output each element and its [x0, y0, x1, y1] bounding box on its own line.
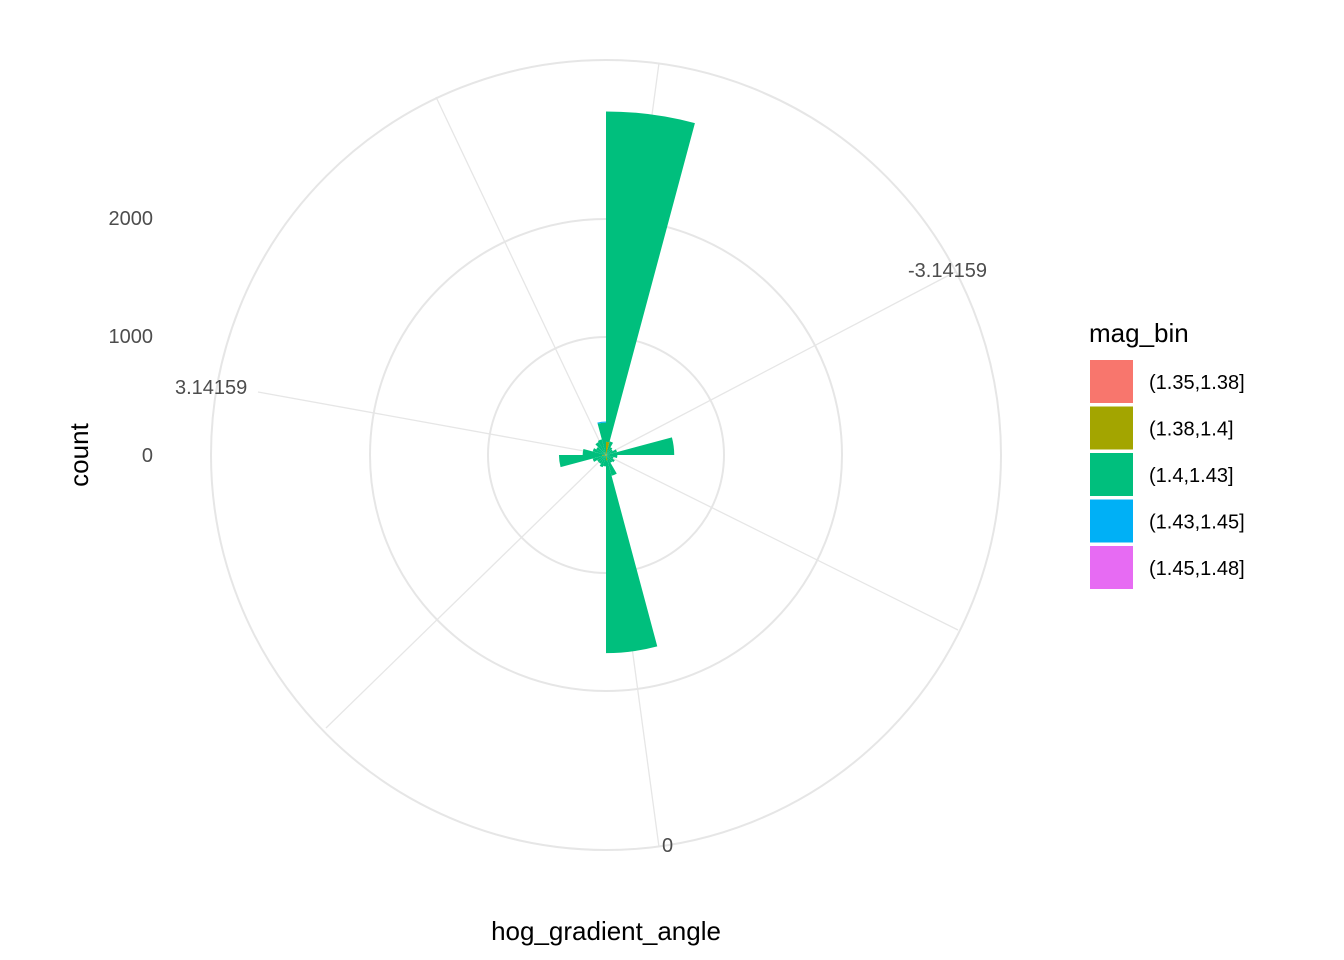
x-axis-title: hog_gradient_angle — [491, 916, 721, 946]
bar-segment-1-2 — [606, 441, 614, 455]
angle-gridline-e — [325, 454, 607, 729]
angle-gridline-g — [257, 391, 607, 456]
bar-segment-16-2 — [592, 455, 606, 462]
bar-segment-4-2 — [606, 449, 617, 455]
legend-label-0: (1.35,1.38] — [1149, 372, 1245, 394]
angle-tick-label-neg-pi: -3.14159 — [908, 260, 987, 282]
radial-tick-label-2000: 2000 — [109, 208, 154, 230]
legend: mag_bin (1.35,1.38](1.38,1.4](1.4,1.43](… — [1089, 318, 1245, 589]
bar-segment-18-2 — [582, 448, 606, 455]
bar-segment-23-2 — [597, 422, 606, 454]
bar-segment-21-1 — [604, 453, 606, 455]
angle-gridline-d — [605, 454, 959, 631]
bar-segment-7-2 — [606, 455, 614, 459]
bar-segment-14-2 — [598, 455, 606, 464]
bar-segment-11-2 — [606, 460, 658, 654]
bar-segment-10-1 — [606, 455, 607, 457]
bar-segment-20-2 — [596, 446, 606, 455]
legend-label-2: (1.4,1.43] — [1149, 465, 1234, 487]
bar-segment-17-1 — [602, 455, 606, 457]
bar-segment-8-2 — [606, 455, 615, 463]
bars — [558, 111, 695, 654]
angle-gridline-c — [605, 271, 956, 456]
radial-tick-label-1000: 1000 — [109, 326, 154, 348]
legend-key-2 — [1090, 453, 1133, 496]
radial-gridline-2 — [210, 59, 1002, 851]
bar-segment-15-2 — [597, 455, 606, 463]
bar-segment-19-2 — [592, 448, 606, 455]
bar-segment-12-2 — [603, 455, 606, 467]
bar-segment-9-2 — [606, 455, 613, 463]
bar-segment-0-1 — [606, 441, 610, 455]
legend-label-4: (1.45,1.48] — [1149, 558, 1245, 580]
bar-segment-3-2 — [606, 449, 613, 455]
radial-tick-label-0: 0 — [142, 445, 153, 467]
bar-segment-11-1 — [606, 455, 608, 461]
bar-segment-5-2 — [607, 437, 675, 455]
bar-segment-2-2 — [606, 447, 613, 455]
legend-label-3: (1.43,1.45] — [1149, 512, 1245, 534]
bar-segment-10-2 — [606, 456, 617, 476]
legend-label-1: (1.38,1.4] — [1149, 419, 1234, 441]
bar-segment-21-2 — [595, 442, 606, 454]
bar-segment-23-3 — [597, 421, 606, 424]
legend-key-3 — [1090, 499, 1133, 543]
angle-tick-label-zero: 0 — [662, 835, 673, 857]
bar-segment-6-2 — [606, 455, 618, 458]
angle-gridline-b — [435, 96, 607, 456]
legend-entries: (1.35,1.38] (1.38,1.4] (1.4,1.43] (1.43,1.4… — [1090, 360, 1245, 589]
bar-segment-17-2 — [558, 455, 603, 468]
bar-segment-22-2 — [597, 439, 606, 453]
bar-segment-0-2 — [606, 111, 695, 443]
legend-key-4 — [1090, 546, 1133, 589]
legend-key-1 — [1090, 406, 1133, 450]
y-axis-title: count — [64, 422, 94, 486]
bar-segment-13-2 — [599, 455, 606, 468]
legend-key-0 — [1090, 360, 1133, 403]
bar-segment-22-1 — [604, 452, 606, 455]
angle-tick-label-pi: 3.14159 — [175, 377, 247, 399]
legend-title: mag_bin — [1089, 318, 1189, 348]
